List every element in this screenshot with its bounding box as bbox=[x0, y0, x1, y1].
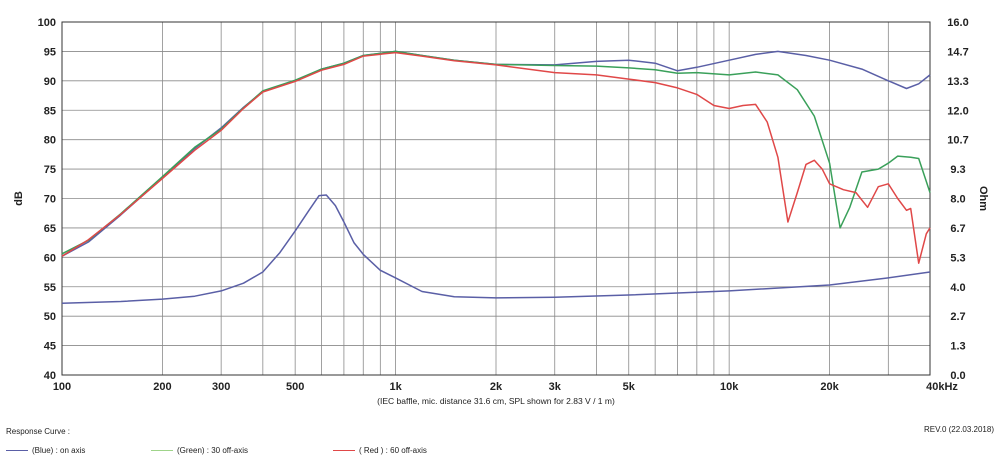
legend-item-red: ( Red ) : 60 off-axis bbox=[333, 446, 427, 455]
legend-label-blue: (Blue) : on axis bbox=[32, 446, 86, 455]
x-tick-label: 1k bbox=[389, 381, 402, 393]
x-tick-label: 3k bbox=[549, 381, 562, 393]
y-right-tick-label: 2.7 bbox=[950, 311, 965, 323]
y-left-tick-label: 55 bbox=[44, 282, 56, 294]
y-left-tick-label: 40 bbox=[44, 370, 56, 382]
x-tick-label: 5k bbox=[623, 381, 636, 393]
y-right-tick-label: 4.0 bbox=[950, 282, 965, 294]
y-left-tick-label: 85 bbox=[44, 105, 56, 117]
series-line-impedance bbox=[61, 194, 931, 304]
y-left-tick-label: 45 bbox=[44, 341, 56, 353]
x-tick-label: 300 bbox=[212, 381, 230, 393]
legend-swatch-blue bbox=[6, 450, 28, 451]
legend-swatch-red bbox=[333, 450, 355, 451]
legend-item-blue: (Blue) : on axis bbox=[6, 446, 85, 455]
revision-stamp: REV.0 (22.03.2018) bbox=[924, 425, 994, 434]
x-tick-label: 200 bbox=[153, 381, 171, 393]
y-left-tick-label: 90 bbox=[44, 76, 56, 88]
y-left-tick-label: 95 bbox=[44, 46, 56, 58]
y-right-tick-label: 1.3 bbox=[950, 341, 965, 353]
legend-label-green: (Green) : 30 off-axis bbox=[177, 446, 248, 455]
legend-swatch-green bbox=[151, 450, 173, 451]
legend-item-green: (Green) : 30 off-axis bbox=[151, 446, 248, 455]
y-right-tick-label: 0.0 bbox=[950, 370, 965, 382]
y-left-tick-label: 75 bbox=[44, 164, 56, 176]
response-curve-caption: Response Curve : bbox=[6, 427, 71, 436]
y-left-tick-label: 100 bbox=[38, 17, 56, 29]
y-left-tick-label: 80 bbox=[44, 135, 56, 147]
y-right-tick-label: 13.3 bbox=[947, 76, 968, 88]
x-tick-label: 20k bbox=[820, 381, 839, 393]
measurement-note: (IEC baffle, mic. distance 31.6 cm, SPL … bbox=[377, 396, 615, 406]
x-tick-label: 500 bbox=[286, 381, 304, 393]
x-tick-label: 10k bbox=[720, 381, 739, 393]
y-left-tick-label: 70 bbox=[44, 194, 56, 206]
y-left-tick-label: 65 bbox=[44, 223, 56, 235]
x-tick-label: 100 bbox=[53, 381, 71, 393]
plot-frame bbox=[61, 21, 931, 376]
y-right-tick-label: 12.0 bbox=[947, 105, 968, 117]
x-tick-label: 2k bbox=[490, 381, 503, 393]
y-right-tick-label: 9.3 bbox=[950, 164, 965, 176]
legend-label-red: ( Red ) : 60 off-axis bbox=[359, 446, 427, 455]
y-right-tick-label: 8.0 bbox=[950, 194, 965, 206]
y-right-tick-label: 6.7 bbox=[950, 223, 965, 235]
y-right-axis-label: Ohm bbox=[977, 186, 989, 211]
y-left-tick-label: 50 bbox=[44, 311, 56, 323]
y-right-tick-label: 14.7 bbox=[947, 46, 968, 58]
y-right-tick-label: 5.3 bbox=[950, 252, 965, 264]
y-left-axis-label: dB bbox=[13, 191, 25, 206]
y-right-tick-label: 10.7 bbox=[947, 135, 968, 147]
y-right-tick-label: 16.0 bbox=[947, 17, 968, 29]
series-line-red bbox=[61, 51, 931, 264]
x-unit-label: 40kHz bbox=[926, 381, 958, 393]
y-left-tick-label: 60 bbox=[44, 252, 56, 264]
